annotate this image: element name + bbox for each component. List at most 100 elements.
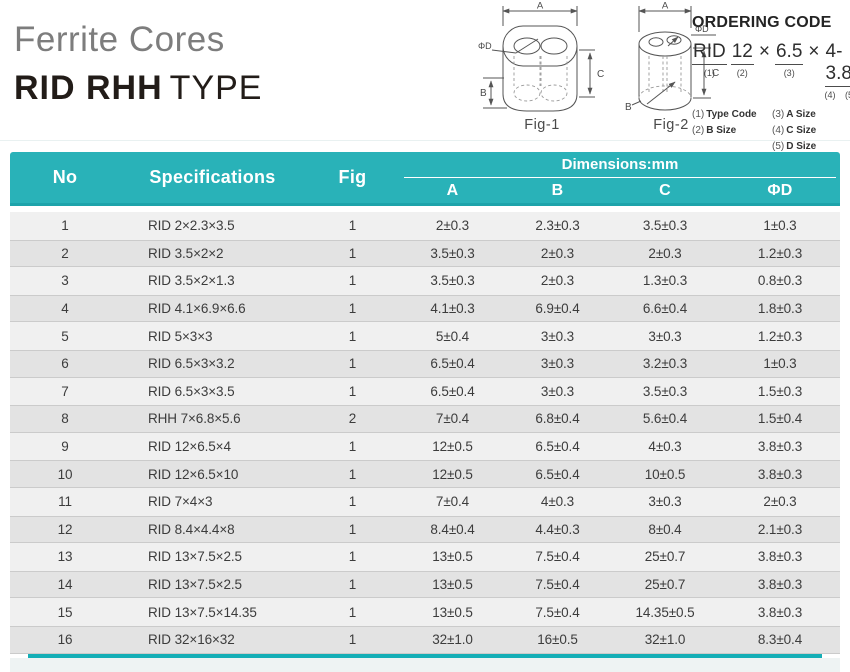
cell-c: 25±0.7	[644, 577, 686, 593]
table-row: 13 RID 13×7.5×2.5 1 13±0.5 7.5±0.4 25±0.7 3.8±…	[10, 543, 840, 571]
cell-b: 4.4±0.3	[535, 521, 580, 537]
cell-spec: RID 32×16×32	[148, 632, 235, 648]
cell-c: 8±0.4	[648, 521, 682, 537]
cell-spec: RID 6.5×3×3.5	[148, 383, 235, 399]
cell-a: 13±0.5	[432, 577, 473, 593]
cell-c: 3±0.3	[648, 328, 682, 344]
cell-b: 2±0.3	[540, 245, 575, 261]
fig1-dim-b-label: B	[480, 88, 487, 99]
cell-a: 7±0.4	[435, 494, 470, 510]
cell-no: 3	[61, 273, 69, 289]
cell-fig: 1	[348, 439, 357, 455]
legend-item: (4) C Size	[772, 125, 817, 136]
cell-d: 1.5±0.3	[757, 383, 803, 399]
ordering-token-times: ×	[808, 41, 820, 62]
spec-table: No Specifications Fig Dimensions:mm A B …	[10, 152, 840, 672]
cell-a: 13±0.5	[432, 549, 473, 565]
cell-b: 2.3±0.3	[535, 218, 580, 234]
ordering-code-legend: (1) Type Code (2) B Size (3) A Size (4) C Si…	[692, 109, 848, 152]
cell-no: 12	[57, 521, 73, 537]
cell-c: 3.2±0.3	[642, 356, 688, 372]
cell-fig: 1	[348, 549, 357, 565]
cell-no: 2	[61, 245, 69, 261]
cell-d: 2.1±0.3	[757, 521, 803, 537]
ordering-code-value: RID (1) 12 (2) × 6.5 (3) × 4-3.8 (4) (5)	[692, 41, 850, 100]
cell-b: 3±0.3	[540, 328, 575, 344]
cell-b: 4±0.3	[540, 494, 575, 510]
ordering-token-type: RID (1)	[692, 41, 727, 78]
cell-d: 3.8±0.3	[757, 466, 803, 482]
table-row: 3 RID 3.5×2×1.3 1 3.5±0.3 2±0.3 1.3±0.3 0.8±0.…	[10, 267, 840, 295]
cell-no: 15	[57, 604, 73, 620]
cell-a: 13±0.5	[432, 604, 473, 620]
table-row: 5 RID 5×3×3 1 5±0.4 3±0.3 3±0.3 1.2±0.3	[10, 322, 840, 350]
cell-spec: RID 8.4×4.4×8	[148, 521, 235, 537]
cell-spec: RID 3.5×2×2	[148, 245, 224, 261]
cell-a: 3.5±0.3	[430, 245, 475, 261]
fig2-dim-b-label: B	[625, 102, 632, 113]
cell-d: 3.8±0.3	[757, 439, 803, 455]
cell-spec: RID 7×4×3	[148, 494, 213, 510]
cell-c: 1.3±0.3	[642, 273, 688, 289]
cell-d: 1±0.3	[763, 356, 797, 372]
ordering-token-a-size: 6.5 (3)	[774, 41, 804, 78]
figure-2-caption: Fig-2	[653, 117, 689, 133]
figure-2: A ΦD B C	[619, 2, 723, 133]
cell-fig: 1	[348, 356, 357, 372]
cell-c: 10±0.5	[644, 466, 686, 482]
table-row: 2 RID 3.5×2×2 1 3.5±0.3 2±0.3 2±0.3 1.2±0.3	[10, 239, 840, 268]
cell-no: 10	[57, 466, 73, 482]
cell-fig: 2	[348, 411, 357, 427]
fig2-dim-d-label: ΦD	[695, 24, 709, 34]
cell-a: 3.5±0.3	[430, 273, 475, 289]
table-row: 10 RID 12×6.5×10 1 12±0.5 6.5±0.4 10±0.5 3.8±0…	[10, 460, 840, 488]
cell-c: 3.5±0.3	[642, 383, 688, 399]
cell-b: 16±0.5	[537, 632, 578, 648]
cell-d: 1.5±0.4	[757, 411, 803, 427]
column-header-a: A	[446, 181, 459, 199]
cell-spec: RHH 7×6.8×5.6	[148, 411, 241, 427]
cell-a: 12±0.5	[432, 439, 473, 455]
fig1-dim-a-label: A	[537, 2, 544, 12]
column-header-no: No	[52, 167, 78, 187]
cell-a: 8.4±0.4	[430, 521, 475, 537]
table-header: No Specifications Fig Dimensions:mm A B …	[10, 152, 840, 206]
table-row: 6 RID 6.5×3×3.2 1 6.5±0.4 3±0.3 3.2±0.3 1±0.3	[10, 349, 840, 378]
cell-fig: 1	[348, 577, 357, 593]
cell-spec: RID 4.1×6.9×6.6	[148, 301, 246, 317]
cell-a: 7±0.4	[435, 411, 470, 427]
cell-c: 5.6±0.4	[642, 411, 688, 427]
cell-spec: RID 13×7.5×2.5	[148, 549, 242, 565]
figure-1-caption: Fig-1	[524, 117, 560, 133]
cell-fig: 1	[348, 383, 357, 399]
figures-panel: A ΦD C B	[477, 2, 723, 133]
column-header-b: B	[551, 181, 564, 199]
column-header-dimensions: Dimensions:mm	[561, 156, 679, 173]
table-row: 7 RID 6.5×3×3.5 1 6.5±0.4 3±0.3 3.5±0.3 1.5±0.…	[10, 378, 840, 406]
figure-1: A ΦD C B	[477, 2, 607, 133]
fig2-dim-a-label: A	[662, 2, 669, 12]
cell-d: 3.8±0.3	[757, 604, 803, 620]
cell-b: 3±0.3	[540, 356, 575, 372]
figure-2-diagram: A ΦD B C	[625, 2, 719, 113]
table-row: 12 RID 8.4×4.4×8 1 8.4±0.4 4.4±0.3 8±0.4 2.1±0…	[10, 515, 840, 544]
top-divider	[0, 140, 850, 141]
cell-d: 1.2±0.3	[757, 328, 803, 344]
cell-no: 4	[61, 301, 69, 317]
ordering-code-title: ORDERING CODE	[692, 14, 832, 31]
ordering-token-b-size: 12 (2)	[730, 41, 754, 78]
table-bottom-accent	[28, 653, 822, 658]
type-suffix: TYPE	[169, 69, 263, 107]
legend-item: (2) B Size	[692, 125, 737, 136]
cell-fig: 1	[348, 301, 357, 317]
legend-item: (1) Type Code	[692, 109, 757, 120]
cell-fig: 1	[348, 245, 357, 261]
table-row: 16 RID 32×16×32 1 32±1.0 16±0.5 32±1.0 8.3±0.4	[10, 625, 840, 654]
cell-c: 25±0.7	[644, 549, 686, 565]
cell-d: 3.8±0.3	[757, 549, 803, 565]
series-name: RID RHH	[14, 69, 163, 107]
cell-a: 6.5±0.4	[430, 356, 475, 372]
table-row: 11 RID 7×4×3 1 7±0.4 4±0.3 3±0.3 2±0.3	[10, 488, 840, 516]
table-row: 15 RID 13×7.5×14.35 1 13±0.5 7.5±0.4 14.35±0.…	[10, 598, 840, 626]
